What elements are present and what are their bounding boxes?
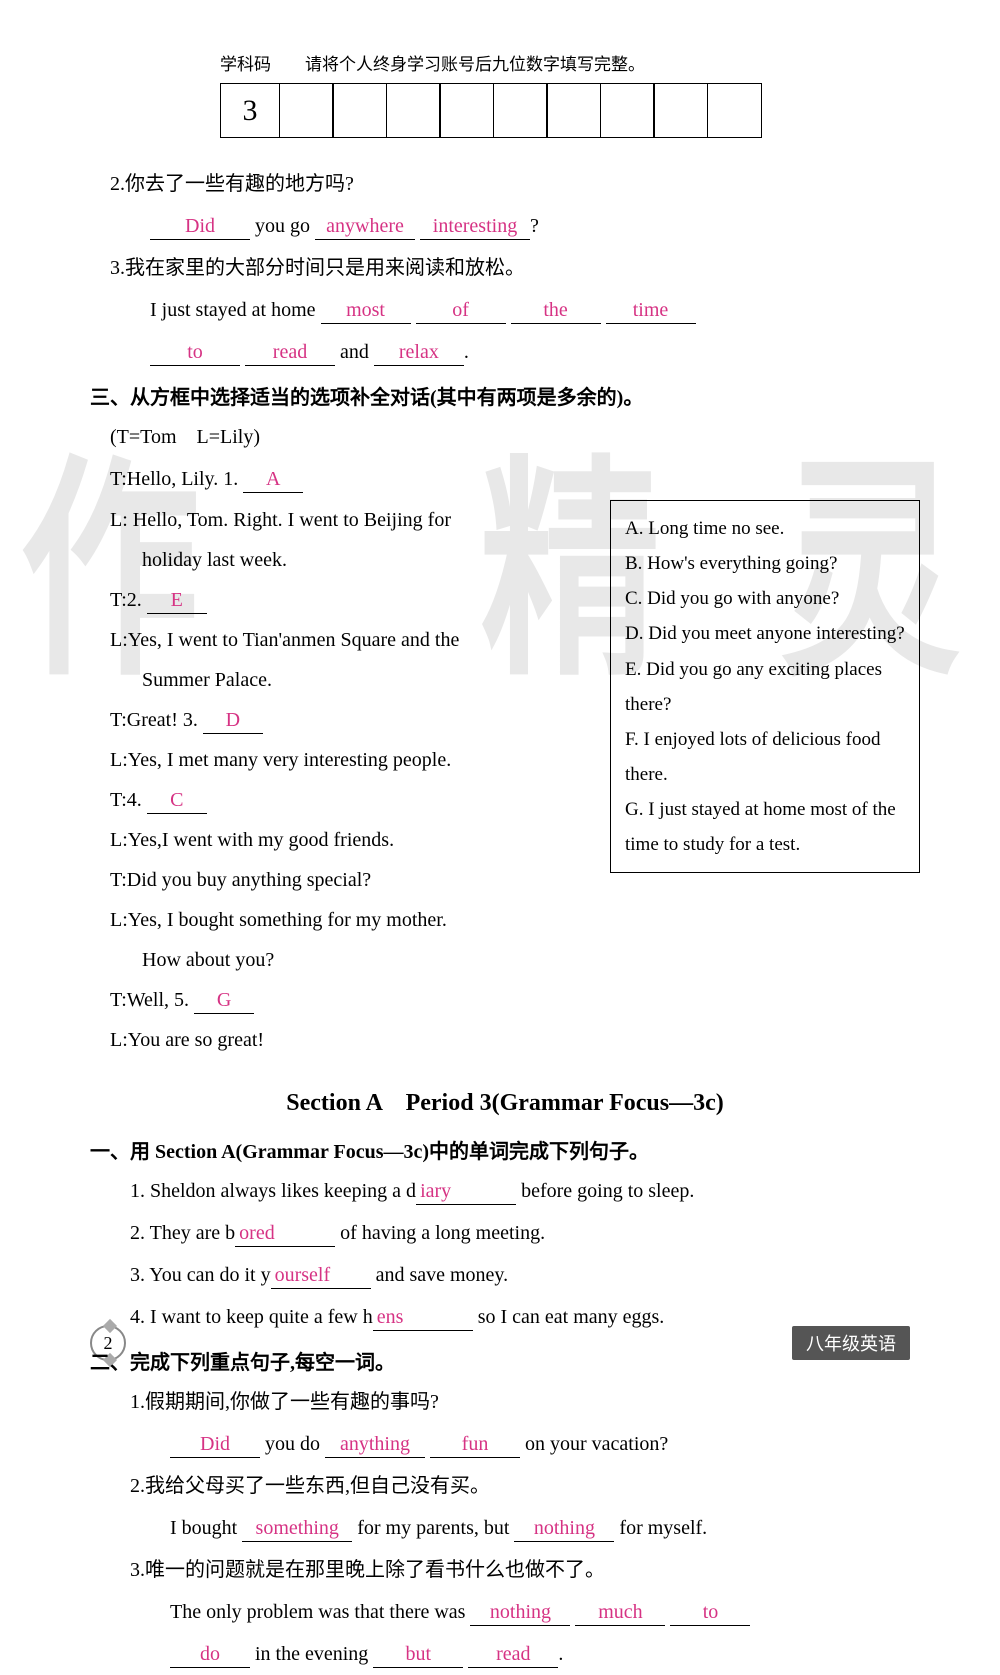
dialogue-line: T:Well, 5. G [110,980,598,1020]
blank[interactable]: ens [373,1304,473,1331]
dialogue-line: T:2. E [110,580,598,620]
dialogue-t1: T:Hello, Lily. 1. A [110,458,920,500]
p2-s3-zh: 3.唯一的问题就是在那里晚上除了看书什么也做不了。 [130,1549,920,1591]
code-box-empty[interactable] [600,83,655,138]
text: I just stayed at home [150,299,321,321]
section-a-title: Section A Period 3(Grammar Focus—3c) [90,1082,920,1117]
dialogue-line: T:Great! 3. D [110,700,598,740]
section3-heading: 三、从方框中选择适当的选项补全对话(其中有两项是多余的)。 [90,381,920,410]
options-box: A. Long time no see. B. How's everything… [610,500,920,873]
blank[interactable]: D [203,707,263,734]
blank[interactable]: read [245,339,335,366]
text: . [464,341,469,363]
code-box-empty[interactable] [279,83,334,138]
blank[interactable]: to [670,1599,750,1626]
p2-s2-en: I bought something for my parents, but n… [170,1507,920,1549]
code-box-empty[interactable] [707,83,762,138]
text: you go [250,215,315,237]
dialogue-line: T:4. C [110,780,598,820]
dialogue-line: L:Yes, I went to Tian'anmen Square and t… [110,620,598,660]
blank[interactable]: G [194,987,254,1014]
blank[interactable]: of [416,297,506,324]
blank[interactable]: the [511,297,601,324]
dialogue-line: holiday last week. [142,540,598,580]
blank[interactable]: fun [430,1431,520,1458]
header-label: 学科码 请将个人终身学习账号后九位数字填写完整。 [220,50,920,75]
dialogue-line: L:You are so great! [110,1020,598,1060]
blank[interactable]: to [150,339,240,366]
text: and [335,341,374,363]
blank[interactable]: A [243,466,303,493]
blank[interactable]: C [147,787,207,814]
blank[interactable]: Did [150,213,250,240]
p1-s1: 1. Sheldon always likes keeping a diary … [130,1170,920,1212]
dialogue-line: L:Yes, I bought something for my mother. [110,900,598,940]
code-box-empty[interactable] [546,83,601,138]
blank[interactable]: interesting [420,213,530,240]
blank[interactable]: E [147,587,207,614]
blank[interactable]: much [575,1599,665,1626]
q3-en-line2: to read and relax. [150,331,920,373]
q3-zh: 3.我在家里的大部分时间只是用来阅读和放松。 [110,247,920,289]
q2-zh: 2.你去了一些有趣的地方吗? [110,163,920,205]
p1-s3: 3. You can do it yourself and save money… [130,1254,920,1296]
blank[interactable]: anything [325,1431,425,1458]
option-f: F. I enjoyed lots of delicious food ther… [625,722,905,792]
p2-s3-en-l2: do in the evening but read. [170,1633,920,1675]
p1-s2: 2. They are bored of having a long meeti… [130,1212,920,1254]
code-box-empty[interactable] [439,83,494,138]
p2-s2-zh: 2.我给父母买了一些东西,但自己没有买。 [130,1465,920,1507]
blank[interactable]: something [242,1515,352,1542]
option-b: B. How's everything going? [625,546,905,581]
blank[interactable]: nothing [514,1515,614,1542]
blank[interactable]: but [373,1641,463,1668]
dialogue-column: L: Hello, Tom. Right. I went to Beijing … [110,500,598,1060]
dialogue-line: L:Yes,I went with my good friends. [110,820,598,860]
blank[interactable]: Did [170,1431,260,1458]
p2-s1-en: Did you do anything fun on your vacation… [170,1423,920,1465]
dialogue-legend: (T=Tom L=Lily) [110,416,920,458]
code-box-empty[interactable] [653,83,708,138]
code-boxes: 3 [220,83,920,138]
code-box-filled: 3 [220,83,280,138]
option-d: D. Did you meet anyone interesting? [625,616,905,651]
dialogue-line: Summer Palace. [142,660,598,700]
blank[interactable]: most [321,297,411,324]
option-g: G. I just stayed at home most of the tim… [625,792,905,862]
blank[interactable]: relax [374,339,464,366]
blank[interactable]: read [468,1641,558,1668]
code-box-empty[interactable] [386,83,441,138]
dialogue-line: T:Did you buy anything special? [110,860,598,900]
blank[interactable]: do [170,1641,250,1668]
p2-s3-en-l1: The only problem was that there was noth… [170,1591,920,1633]
text: ? [530,215,539,237]
q3-en-line1: I just stayed at home most of the time [150,289,920,331]
code-box-empty[interactable] [493,83,548,138]
part1-heading: 一、用 Section A(Grammar Focus—3c)中的单词完成下列句… [90,1135,920,1164]
part2-heading: 二、完成下列重点句子,每空一词。 [90,1346,920,1375]
p2-s1-zh: 1.假期期间,你做了一些有趣的事吗? [130,1381,920,1423]
dialogue-line: L:Yes, I met many very interesting peopl… [110,740,598,780]
blank[interactable]: nothing [470,1599,570,1626]
blank[interactable]: anywhere [315,213,415,240]
code-box-empty[interactable] [332,83,387,138]
q2-en: Did you go anywhere interesting? [150,205,920,247]
blank[interactable]: ourself [271,1262,371,1289]
option-a: A. Long time no see. [625,511,905,546]
blank[interactable]: iary [416,1178,516,1205]
dialogue-line: How about you? [142,940,598,980]
option-e: E. Did you go any exciting places there? [625,652,905,722]
blank[interactable]: ored [235,1220,335,1247]
p1-s4: 4. I want to keep quite a few hens so I … [130,1296,920,1338]
option-c: C. Did you go with anyone? [625,581,905,616]
dialogue-line: L: Hello, Tom. Right. I went to Beijing … [110,500,598,540]
blank[interactable]: time [606,297,696,324]
